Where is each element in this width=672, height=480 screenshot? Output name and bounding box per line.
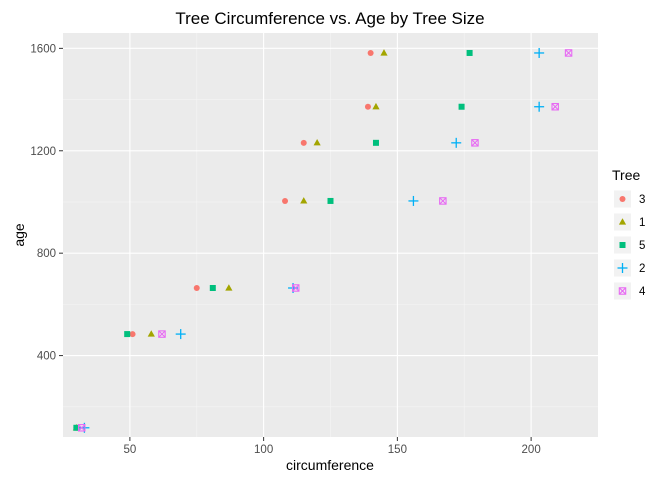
data-point bbox=[372, 139, 379, 146]
data-point bbox=[77, 424, 86, 432]
data-point bbox=[466, 49, 473, 56]
legend-title: Tree bbox=[612, 167, 640, 183]
data-point bbox=[367, 49, 374, 56]
data-point bbox=[458, 103, 465, 110]
y-axis-title: age bbox=[11, 223, 27, 247]
data-point bbox=[408, 195, 419, 206]
legend-marker bbox=[619, 196, 626, 202]
grid-lines bbox=[63, 33, 598, 437]
data-point bbox=[380, 49, 388, 56]
legend: Tree 3 1 5 2 4 bbox=[612, 167, 646, 300]
x-tick-label: 50 bbox=[123, 444, 136, 456]
y-tick-label: 800 bbox=[37, 248, 56, 260]
data-point bbox=[124, 331, 131, 338]
data-point bbox=[534, 101, 545, 112]
legend-item-4: 4 bbox=[614, 282, 646, 300]
data-point bbox=[158, 330, 166, 338]
y-tick-label: 400 bbox=[37, 351, 56, 363]
data-point bbox=[282, 197, 289, 204]
data-point bbox=[551, 102, 559, 111]
x-tick-label: 100 bbox=[254, 444, 273, 456]
x-tick-label: 200 bbox=[522, 444, 541, 456]
data-point bbox=[209, 284, 216, 291]
legend-item-3: 3 bbox=[614, 190, 645, 208]
legend-label: 2 bbox=[639, 263, 645, 275]
legend-marker bbox=[617, 263, 628, 273]
data-point bbox=[364, 103, 371, 110]
data-point bbox=[300, 197, 308, 204]
legend-item-2: 2 bbox=[614, 259, 645, 277]
series-4 bbox=[77, 49, 573, 432]
data-point bbox=[129, 331, 136, 338]
axis-ticks: 50 100 150 200 400 800 1200 1600 bbox=[30, 43, 540, 456]
x-tick-label: 150 bbox=[388, 444, 407, 456]
data-point bbox=[313, 139, 321, 146]
data-point bbox=[300, 139, 307, 146]
legend-marker bbox=[618, 287, 627, 295]
data-point bbox=[147, 330, 155, 337]
legend-item-5: 5 bbox=[614, 236, 645, 254]
legend-label: 3 bbox=[639, 194, 645, 206]
data-point bbox=[327, 197, 334, 204]
data-points bbox=[72, 47, 573, 433]
legend-marker bbox=[618, 218, 627, 225]
data-point bbox=[471, 139, 479, 147]
chart-title: Tree Circumference vs. Age by Tree Size bbox=[175, 9, 484, 28]
data-point bbox=[451, 137, 462, 148]
legend-marker bbox=[619, 242, 626, 248]
legend-label: 1 bbox=[639, 217, 645, 229]
data-point bbox=[175, 329, 186, 340]
data-point bbox=[372, 102, 380, 110]
x-axis-title: circumference bbox=[286, 457, 374, 473]
y-tick-label: 1200 bbox=[30, 146, 56, 158]
series-5 bbox=[73, 49, 473, 431]
data-point bbox=[291, 284, 300, 292]
data-point bbox=[73, 424, 80, 431]
data-point bbox=[564, 49, 573, 57]
legend-item-1: 1 bbox=[614, 213, 645, 231]
legend-label: 4 bbox=[639, 286, 646, 298]
data-point bbox=[225, 284, 233, 291]
legend-label: 5 bbox=[639, 240, 645, 252]
y-tick-label: 1600 bbox=[30, 43, 56, 55]
data-point bbox=[534, 47, 545, 58]
data-point bbox=[193, 284, 200, 291]
data-point bbox=[439, 197, 447, 205]
